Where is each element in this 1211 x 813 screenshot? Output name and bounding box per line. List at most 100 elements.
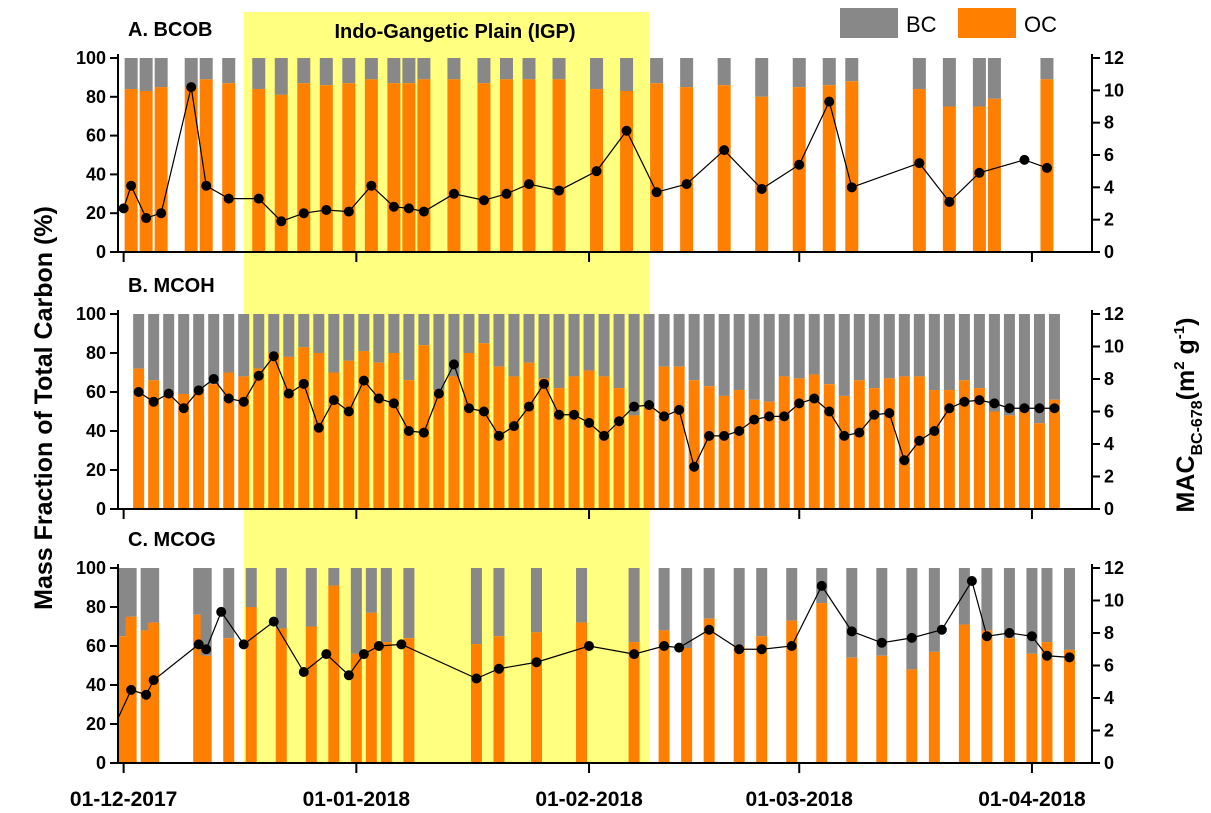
mac-point xyxy=(1026,631,1037,642)
y-right-tick-label: 4 xyxy=(1104,434,1114,454)
mac-point xyxy=(989,398,1000,409)
oc-bar xyxy=(274,94,288,252)
mac-point xyxy=(974,167,985,178)
bc-bar xyxy=(620,58,634,91)
y-right-tick-label: 8 xyxy=(1104,369,1114,389)
y-left-tick-label: 100 xyxy=(76,558,106,578)
y-left-tick-label: 80 xyxy=(86,87,106,107)
y-right-title-main: MAC xyxy=(1172,456,1200,513)
mac-point xyxy=(253,193,264,204)
bc-bar xyxy=(148,568,160,623)
x-tick-label: 01-12-2017 xyxy=(70,788,177,811)
bc-bar xyxy=(928,568,940,652)
mac-point xyxy=(1041,162,1052,173)
oc-bar xyxy=(912,89,926,252)
oc-bar xyxy=(763,401,775,509)
oc-bar xyxy=(358,351,370,509)
oc-bar xyxy=(703,386,715,509)
mac-point xyxy=(674,642,685,653)
mac-point xyxy=(899,455,910,466)
mac-point xyxy=(719,145,730,156)
oc-bar xyxy=(364,79,378,252)
mac-point xyxy=(734,644,745,655)
bc-bar xyxy=(470,568,482,645)
mac-point xyxy=(253,370,264,381)
bc-bar xyxy=(793,314,805,379)
mac-point xyxy=(313,422,324,433)
mac-point xyxy=(268,351,279,362)
oc-bar xyxy=(786,620,798,763)
mac-point xyxy=(816,580,827,591)
bc-bar xyxy=(568,314,580,377)
bc-bar xyxy=(628,568,640,643)
mac-point xyxy=(794,159,805,170)
y-right-tick-label: 2 xyxy=(1104,467,1114,487)
mac-point xyxy=(681,179,692,190)
y-left-tick-label: 0 xyxy=(96,753,106,773)
oc-bar xyxy=(275,628,287,763)
mac-point xyxy=(674,404,685,415)
mac-point xyxy=(148,675,159,686)
oc-bar xyxy=(808,374,820,509)
mac-point xyxy=(794,398,805,409)
mac-point xyxy=(1019,403,1030,414)
mac-point xyxy=(493,430,504,441)
bc-bar xyxy=(552,58,566,80)
y-right-title-units-pre: (m xyxy=(1172,370,1200,401)
mac-point xyxy=(448,359,459,370)
y-right-tick-label: 10 xyxy=(1104,337,1124,357)
bc-bar xyxy=(118,568,130,637)
bc-bar xyxy=(477,58,491,84)
oc-bar xyxy=(343,360,355,509)
bc-bar xyxy=(576,568,588,623)
oc-bar xyxy=(387,83,401,252)
oc-bar xyxy=(988,411,1000,509)
bc-bar xyxy=(1048,314,1060,400)
mac-point xyxy=(659,411,670,422)
oc-bar xyxy=(124,89,138,252)
mac-point xyxy=(223,393,234,404)
mac-point xyxy=(283,388,294,399)
oc-bar xyxy=(688,380,700,509)
bc-bar xyxy=(364,58,378,80)
y-right-tick-label: 0 xyxy=(1104,499,1114,519)
y-right-title-exp1: 2 xyxy=(1171,361,1188,369)
oc-bar xyxy=(200,655,212,763)
mac-point xyxy=(433,388,444,399)
bc-bar xyxy=(755,58,769,97)
bc-bar xyxy=(823,314,835,385)
bc-bar xyxy=(283,314,295,357)
oc-bar xyxy=(417,79,431,252)
y-right-title-exp2: -1 xyxy=(1171,326,1188,339)
x-axis-ticks: 01-12-2017 01-01-2018 01-02-2018 01-03-2018… xyxy=(70,788,1086,811)
oc-bar xyxy=(846,657,858,763)
legend-swatch-oc xyxy=(958,8,1016,38)
bc-bar xyxy=(193,314,205,389)
y-right-tick-label: 10 xyxy=(1104,591,1124,611)
bc-bar xyxy=(275,568,287,629)
mac-point xyxy=(328,395,339,406)
oc-bar xyxy=(1033,423,1045,509)
mac-point xyxy=(201,644,212,655)
bc-bar xyxy=(643,314,655,408)
mac-point xyxy=(1049,403,1060,414)
oc-bar xyxy=(499,79,513,252)
bc-bar xyxy=(447,58,461,80)
bc-bar xyxy=(792,58,806,88)
legend: BC OC xyxy=(840,8,1057,38)
mac-point xyxy=(629,401,640,412)
bc-bar xyxy=(808,314,820,375)
y-left-tick-label: 100 xyxy=(76,304,106,324)
oc-bar xyxy=(373,362,385,509)
oc-bar xyxy=(493,636,505,763)
mac-point xyxy=(719,430,730,441)
bc-bar xyxy=(853,314,865,381)
bc-bar xyxy=(499,58,513,80)
bc-bar xyxy=(140,568,152,631)
mac-point xyxy=(906,632,917,643)
y-left-axis-title: Mass Fraction of Total Carbon (%) xyxy=(30,206,58,610)
bc-bar xyxy=(1041,568,1053,643)
bc-bar xyxy=(845,58,859,82)
bc-bar xyxy=(200,568,212,656)
